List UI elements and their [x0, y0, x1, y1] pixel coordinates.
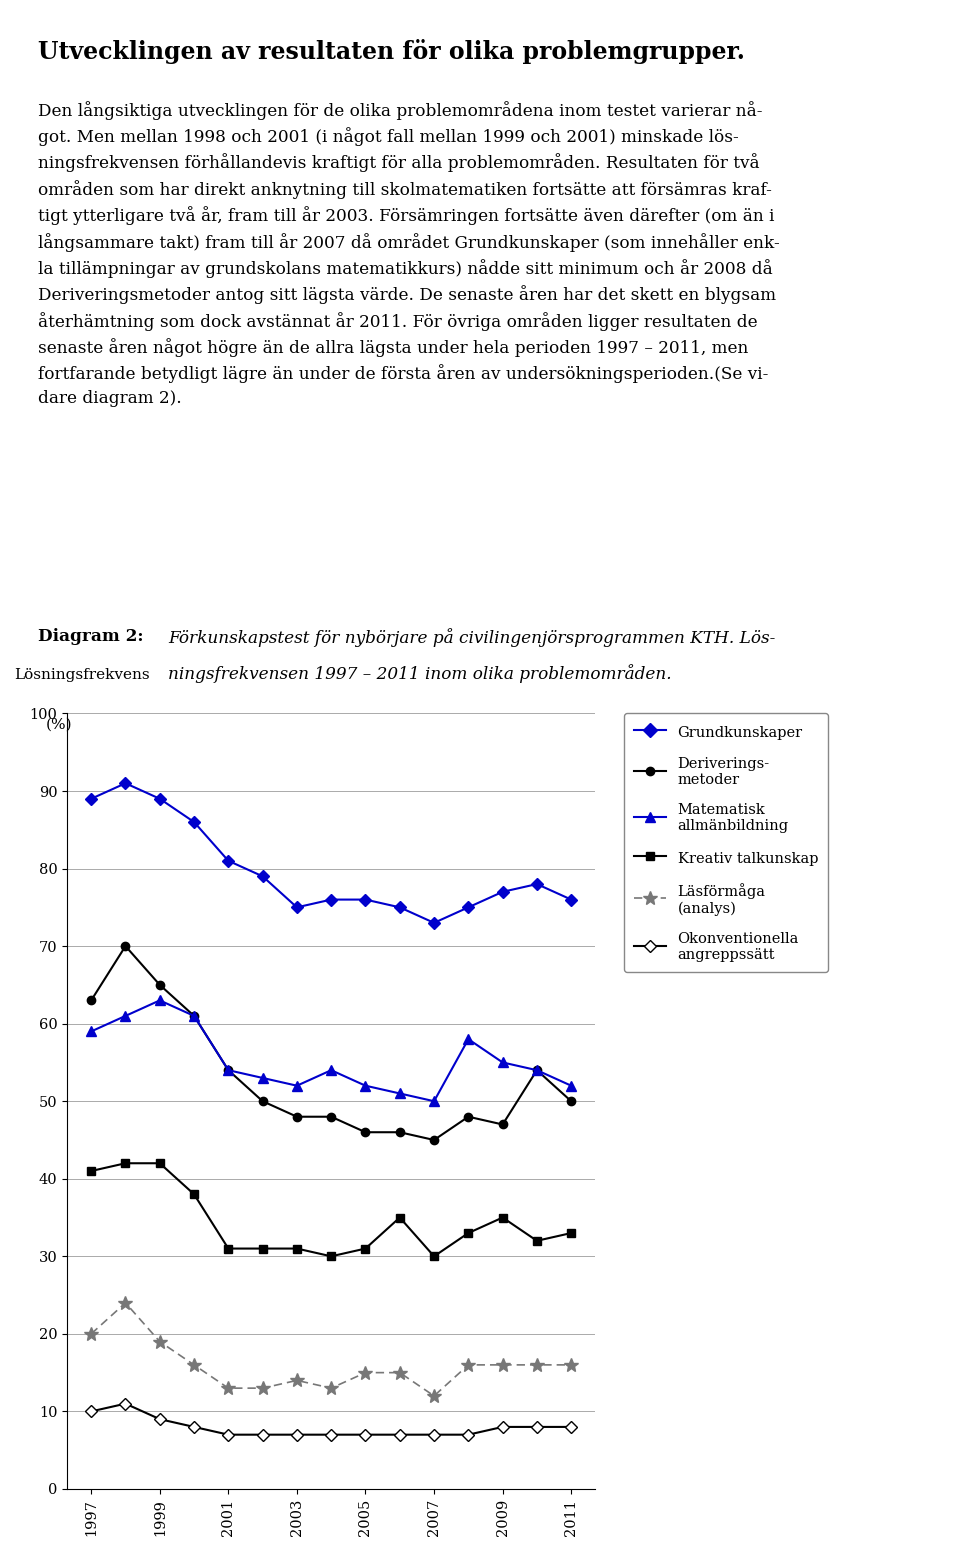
Text: (%): (%): [46, 717, 73, 732]
Legend: Grundkunskaper, Deriverings-
metoder, Matematisk
allmänbildning, Kreativ talkuns: Grundkunskaper, Deriverings- metoder, Ma…: [624, 713, 828, 972]
Text: Förkunskapstest för nybörjare på civilingenjörsprogrammen KTH. Lös-: Förkunskapstest för nybörjare på civilin…: [168, 628, 776, 647]
Text: Utvecklingen av resultaten för olika problemgrupper.: Utvecklingen av resultaten för olika pro…: [38, 39, 745, 64]
Text: Den långsiktiga utvecklingen för de olika problemområdena inom testet varierar n: Den långsiktiga utvecklingen för de olik…: [38, 101, 780, 406]
Text: Lösningsfrekvens: Lösningsfrekvens: [14, 668, 150, 682]
Text: Diagram 2:: Diagram 2:: [38, 628, 150, 645]
Text: ningsfrekvensen 1997 – 2011 inom olika problemområden.: ningsfrekvensen 1997 – 2011 inom olika p…: [168, 664, 672, 682]
